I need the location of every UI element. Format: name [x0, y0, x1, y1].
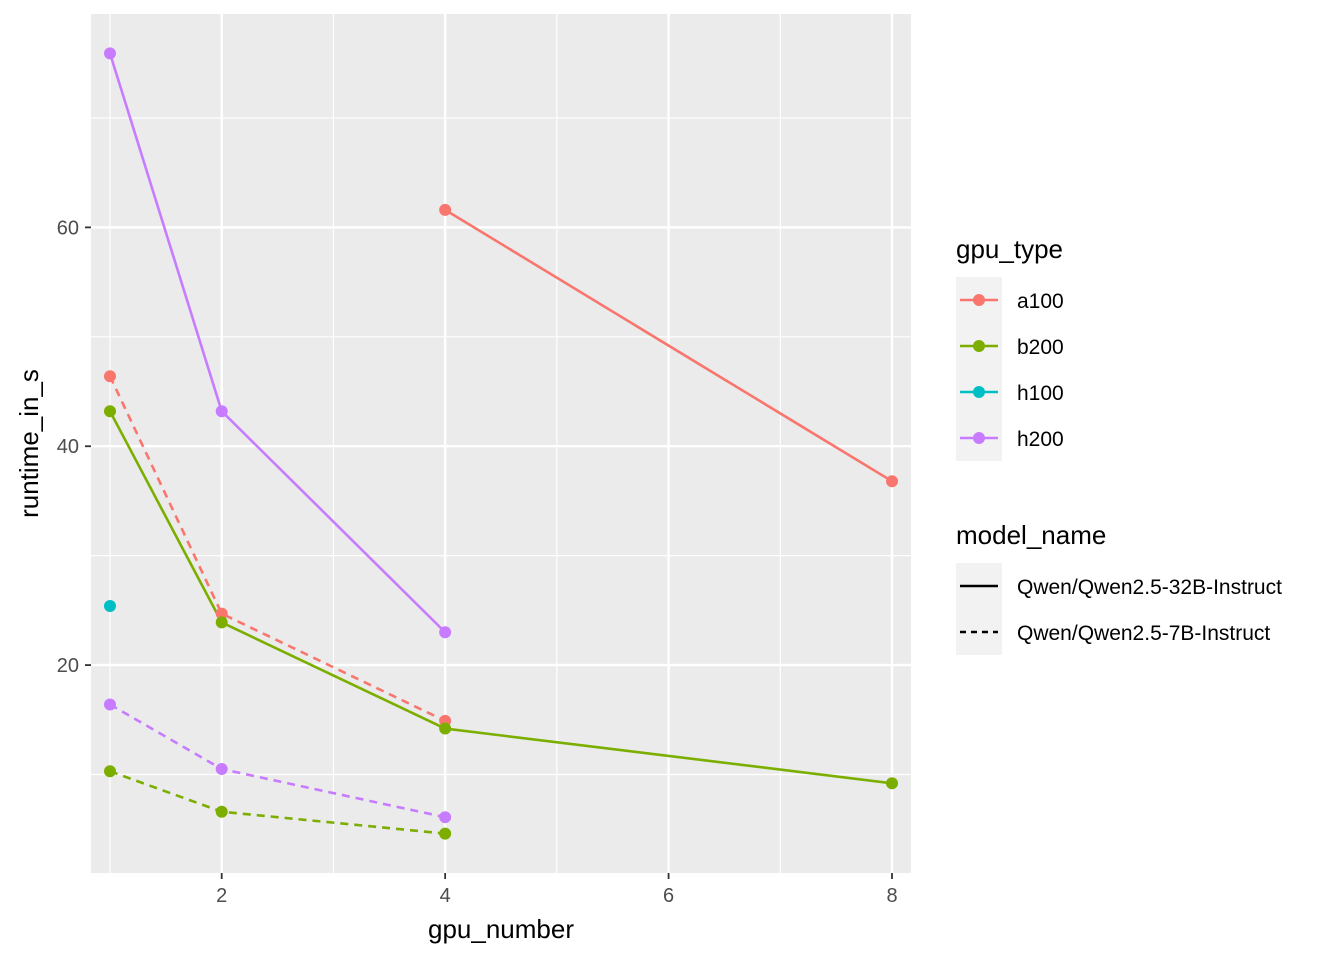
legend-label-model: Qwen/Qwen2.5-7B-Instruct: [1017, 622, 1270, 645]
y-tick-label: 40: [57, 436, 79, 458]
legend-title-gpu-type: gpu_type: [956, 234, 1063, 264]
data-point-b200: [215, 616, 228, 629]
x-tick-label: 6: [663, 885, 674, 907]
data-point-a100: [215, 607, 228, 620]
data-point-h200: [439, 626, 452, 639]
data-point-b200: [886, 777, 899, 790]
x-tick-label: 2: [216, 885, 227, 907]
data-point-b200: [103, 405, 116, 418]
y-tick-label: 20: [57, 655, 79, 677]
data-point-a100: [886, 475, 899, 488]
legend-gpu-type: gpu_type a100 b200 h100 h200: [956, 234, 1064, 461]
data-point-h100: [103, 599, 116, 612]
data-point-a100: [103, 370, 116, 383]
data-point-h200: [215, 763, 228, 776]
plot-panel: [91, 14, 911, 873]
x-axis: 2 4 6 8: [216, 873, 898, 907]
legend-label-b200: b200: [1017, 336, 1064, 359]
data-point-b200: [103, 765, 116, 778]
series-points: [103, 47, 899, 840]
legend-label-model: Qwen/Qwen2.5-32B-Instruct: [1017, 576, 1282, 599]
data-point-h200: [439, 811, 452, 824]
data-point-b200: [439, 722, 452, 735]
data-point-b200: [215, 805, 228, 818]
series-line-b200-32b: [108, 410, 893, 785]
legend-key-background: [956, 563, 1002, 655]
data-point-h200: [215, 405, 228, 418]
legend-key-background: [956, 277, 1002, 461]
data-point-a100: [439, 203, 452, 216]
data-point-b200: [439, 827, 452, 840]
x-tick-label: 4: [440, 885, 451, 907]
minor-gridlines: [91, 14, 911, 873]
legend-key-point-b200: [973, 340, 985, 352]
y-axis-title: runtime_in_s: [14, 369, 44, 518]
legend-label-a100: a100: [1017, 290, 1064, 313]
data-point-h200: [103, 698, 116, 711]
x-tick-label: 8: [886, 885, 897, 907]
legend-label-h100: h100: [1017, 382, 1064, 405]
data-point-h200: [103, 47, 116, 60]
y-tick-label: 60: [57, 217, 79, 239]
legend-label-h200: h200: [1017, 428, 1064, 451]
series-line-a100-7b: [108, 375, 446, 723]
legend-title-model-name: model_name: [956, 520, 1106, 550]
legend-key-point-h200: [973, 432, 985, 444]
legend-model-name: model_name Qwen/Qwen2.5-32B-Instruct Qwen/…: [956, 520, 1282, 655]
legend-key-point-a100: [973, 294, 985, 306]
legend-key-point-h100: [973, 386, 985, 398]
series-line-a100-32b: [444, 208, 893, 483]
y-axis: 20 40 60: [57, 217, 91, 677]
x-axis-title: gpu_number: [428, 914, 574, 944]
